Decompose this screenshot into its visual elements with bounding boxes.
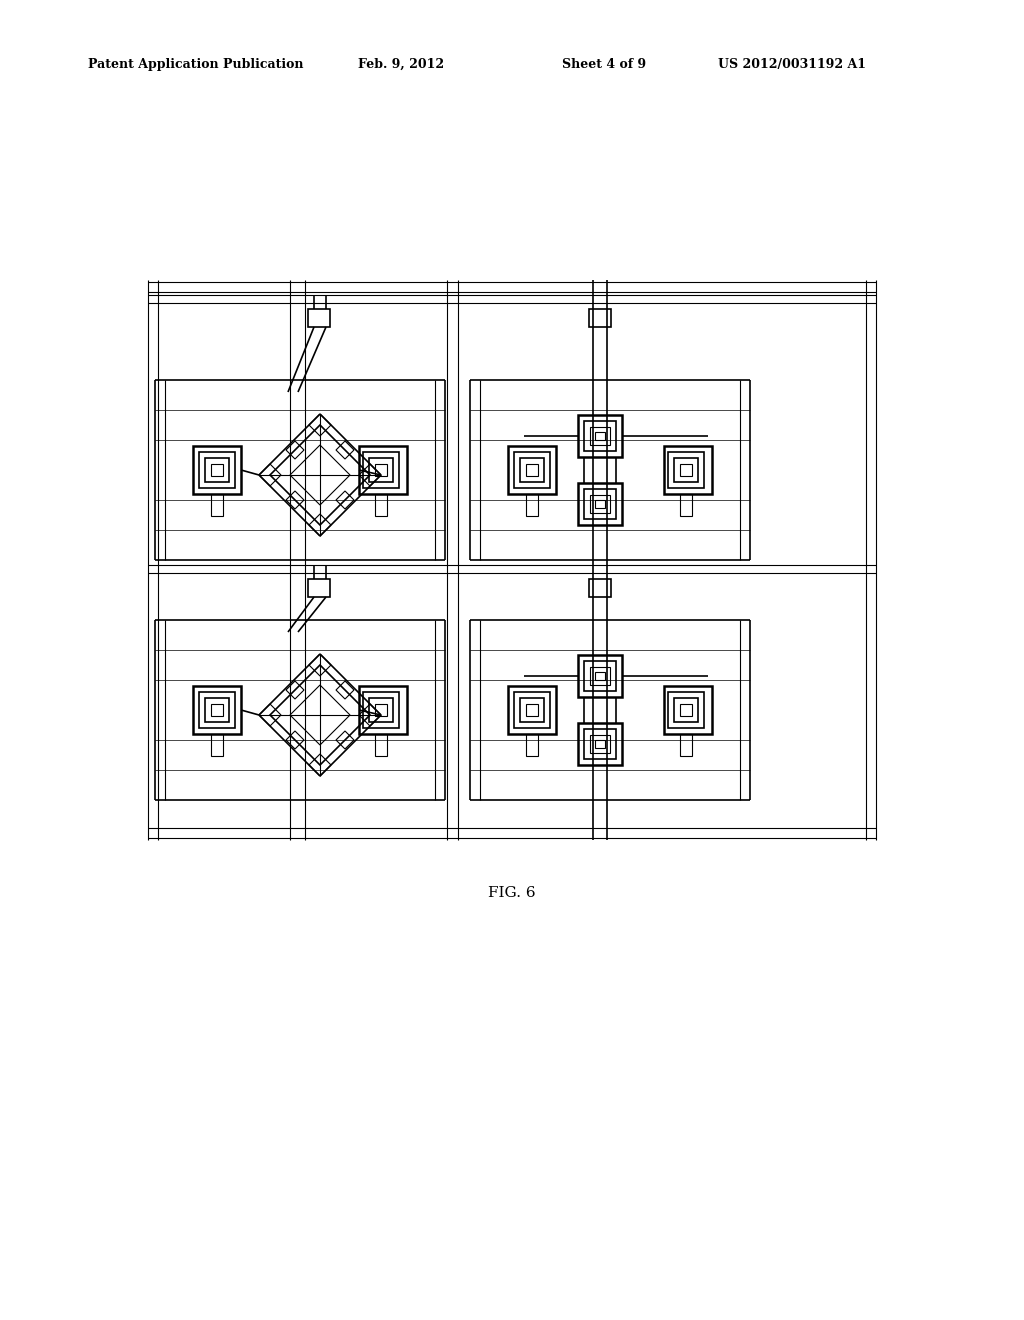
Bar xyxy=(578,655,622,697)
Bar xyxy=(590,495,610,513)
Bar xyxy=(520,458,544,482)
Bar xyxy=(526,465,538,477)
Bar xyxy=(674,698,698,722)
Bar xyxy=(308,579,330,597)
Bar xyxy=(520,698,544,722)
Bar xyxy=(375,494,387,516)
Bar xyxy=(595,500,605,508)
Bar xyxy=(359,686,407,734)
Bar xyxy=(595,672,605,680)
Bar xyxy=(199,451,234,488)
Bar xyxy=(674,458,698,482)
Bar xyxy=(526,704,538,715)
Bar xyxy=(514,451,550,488)
Bar xyxy=(193,686,241,734)
Bar xyxy=(584,421,616,451)
Bar xyxy=(211,704,223,715)
Bar xyxy=(526,494,538,516)
Bar xyxy=(211,465,223,477)
Bar xyxy=(308,309,330,327)
Bar xyxy=(359,446,407,494)
Bar xyxy=(211,494,223,516)
Bar xyxy=(578,723,622,766)
Bar xyxy=(199,692,234,729)
Bar xyxy=(375,734,387,756)
Text: Feb. 9, 2012: Feb. 9, 2012 xyxy=(358,58,444,71)
Bar xyxy=(590,426,610,445)
Bar xyxy=(595,432,605,440)
Text: FIG. 6: FIG. 6 xyxy=(488,886,536,900)
Bar xyxy=(205,458,229,482)
Bar xyxy=(589,309,611,327)
Text: US 2012/0031192 A1: US 2012/0031192 A1 xyxy=(718,58,866,71)
Bar xyxy=(211,734,223,756)
Bar xyxy=(375,465,387,477)
Bar xyxy=(680,494,692,516)
Bar xyxy=(584,488,616,519)
Bar xyxy=(508,446,556,494)
Bar xyxy=(590,735,610,752)
Bar xyxy=(584,661,616,690)
Bar xyxy=(369,698,393,722)
Bar xyxy=(508,686,556,734)
Bar xyxy=(362,692,399,729)
Bar xyxy=(589,579,611,597)
Bar xyxy=(514,692,550,729)
Bar xyxy=(664,446,712,494)
Bar xyxy=(595,741,605,748)
Bar xyxy=(668,451,705,488)
Text: Patent Application Publication: Patent Application Publication xyxy=(88,58,303,71)
Bar xyxy=(369,458,393,482)
Bar xyxy=(590,667,610,685)
Bar xyxy=(193,446,241,494)
Bar xyxy=(584,729,616,759)
Bar xyxy=(578,414,622,457)
Bar xyxy=(680,734,692,756)
Bar xyxy=(526,734,538,756)
Bar xyxy=(578,483,622,525)
Bar xyxy=(375,704,387,715)
Text: Sheet 4 of 9: Sheet 4 of 9 xyxy=(562,58,646,71)
Bar xyxy=(362,451,399,488)
Bar xyxy=(664,686,712,734)
Bar xyxy=(205,698,229,722)
Bar xyxy=(680,704,692,715)
Bar xyxy=(680,465,692,477)
Bar xyxy=(668,692,705,729)
